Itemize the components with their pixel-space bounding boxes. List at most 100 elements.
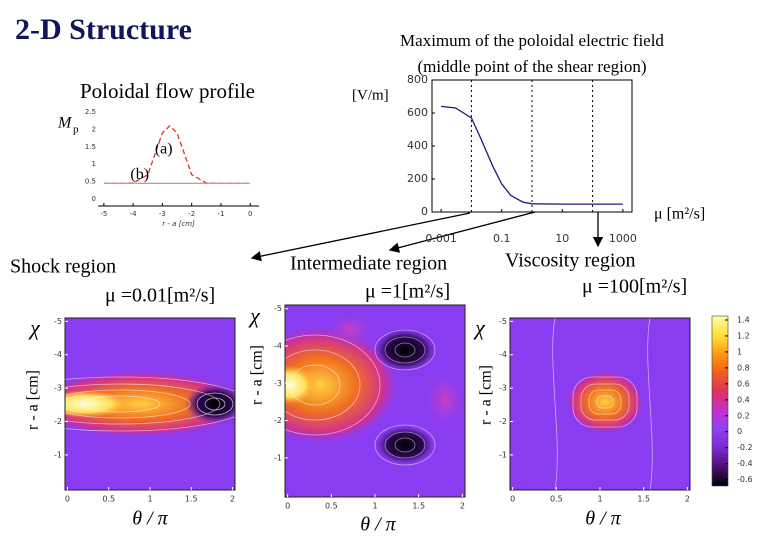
region-mu: μ =0.01[m²/s] bbox=[105, 285, 215, 307]
y-tick-label: -4 bbox=[54, 350, 62, 359]
colorbar-tick-label: 1.4 bbox=[737, 315, 750, 324]
y-tick-label: -2 bbox=[499, 417, 507, 426]
contour bbox=[285, 334, 381, 436]
colorbar-tick-label: 0 bbox=[737, 427, 742, 436]
y-tick-label: -5 bbox=[274, 304, 282, 313]
y-tick-label: 0 bbox=[421, 205, 428, 218]
x-tick-label: 0.001 bbox=[425, 232, 457, 245]
contour bbox=[394, 342, 416, 358]
y-tick-label: -1 bbox=[499, 450, 507, 459]
contour bbox=[196, 392, 234, 416]
y-label: r - a [cm] bbox=[478, 365, 495, 425]
y-label-sub: p bbox=[73, 124, 79, 136]
y-tick-label: -2 bbox=[54, 417, 62, 426]
x-label: θ / π bbox=[132, 508, 168, 530]
x-tick-label: 0 bbox=[510, 495, 515, 504]
x-tick-label: 0.1 bbox=[493, 232, 511, 245]
region-mu: μ =1[m²/s] bbox=[365, 281, 450, 303]
x-tick-label: 0 bbox=[248, 210, 252, 218]
contour bbox=[572, 376, 638, 428]
colorbar bbox=[711, 315, 729, 487]
contour bbox=[289, 364, 341, 406]
y-tick-label: -2 bbox=[274, 416, 282, 425]
x-tick-label: 2 bbox=[685, 495, 690, 504]
x-tick-label: 2 bbox=[460, 502, 465, 511]
heatmap bbox=[285, 305, 465, 497]
colorbar-tick-label: 1 bbox=[737, 347, 742, 356]
y-tick-label: -3 bbox=[499, 384, 507, 393]
x-tick-label: -2 bbox=[188, 210, 195, 218]
contour bbox=[552, 318, 558, 490]
y-tick-label: -3 bbox=[274, 379, 282, 388]
y-tick-label: 0 bbox=[92, 195, 96, 203]
chart-subtitle: (middle point of the shear region) bbox=[418, 57, 647, 76]
x-tick-label: 1.5 bbox=[185, 495, 198, 504]
field-blob bbox=[285, 325, 400, 445]
x-tick-label: -5 bbox=[100, 210, 107, 218]
contour bbox=[79, 395, 161, 413]
y-tick-label: 400 bbox=[407, 139, 428, 152]
x-label: θ / π bbox=[585, 508, 621, 530]
x-tick-label: 1 bbox=[597, 495, 602, 504]
colorbar-tick-label: -0.6 bbox=[737, 475, 753, 484]
x-tick-label: -3 bbox=[159, 210, 166, 218]
y-tick-label: -4 bbox=[274, 342, 282, 351]
y-label: [V/m] bbox=[352, 87, 389, 103]
field-blob bbox=[375, 425, 435, 465]
curve-label: (a) bbox=[155, 141, 173, 158]
contour bbox=[588, 389, 622, 415]
x-tick-label: 10 bbox=[555, 232, 569, 245]
contour bbox=[374, 424, 436, 466]
y-tick-label: 800 bbox=[407, 73, 428, 86]
y-tick-label: -3 bbox=[54, 384, 62, 393]
x-tick-label: 0.5 bbox=[102, 495, 115, 504]
contour bbox=[384, 336, 426, 364]
data-line bbox=[103, 124, 251, 185]
curve-label: (b) bbox=[130, 166, 149, 183]
y-symbol: χ bbox=[473, 315, 486, 340]
y-label: r - a [cm] bbox=[249, 345, 266, 405]
heatmap bbox=[510, 318, 690, 490]
x-label: μ [m²/s] bbox=[654, 206, 705, 223]
plot-frame bbox=[97, 104, 260, 207]
y-tick-label: 0.5 bbox=[85, 178, 96, 186]
x-tick-label: 1 bbox=[372, 502, 377, 511]
x-tick-label: 0 bbox=[285, 502, 290, 511]
contour bbox=[65, 389, 191, 419]
colorbar-tick-label: 1.2 bbox=[737, 331, 750, 340]
x-tick-label: 1 bbox=[147, 495, 152, 504]
y-tick-label: -1 bbox=[274, 453, 282, 462]
colorbar-tick-label: -0.2 bbox=[737, 443, 753, 452]
y-tick-label: 2 bbox=[92, 125, 96, 133]
arrows bbox=[250, 211, 604, 262]
x-tick-label: 1.5 bbox=[637, 495, 650, 504]
x-label: r - a [cm] bbox=[162, 220, 195, 228]
y-tick-label: 1 bbox=[92, 160, 96, 168]
y-tick-label: 600 bbox=[407, 106, 428, 119]
y-symbol: χ bbox=[28, 315, 41, 340]
field-blob bbox=[285, 365, 315, 405]
region-name: Intermediate region bbox=[290, 253, 447, 275]
contour bbox=[596, 395, 614, 409]
contour bbox=[204, 397, 226, 411]
field-blob bbox=[565, 370, 645, 434]
x-tick-label: 0.5 bbox=[325, 502, 338, 511]
colorbar-tick-label: 0.6 bbox=[737, 379, 750, 388]
data-line bbox=[441, 105, 623, 205]
colorbar-tick-label: 0.8 bbox=[737, 363, 750, 372]
contour bbox=[374, 329, 436, 371]
contour bbox=[285, 349, 361, 421]
y-tick-label: -4 bbox=[499, 350, 507, 359]
field-blob bbox=[373, 328, 437, 372]
field-blob bbox=[325, 312, 375, 348]
x-tick-label: 2 bbox=[230, 495, 235, 504]
x-tick-label: -4 bbox=[130, 210, 138, 218]
contour bbox=[647, 318, 653, 490]
field-blob bbox=[185, 384, 235, 424]
x-tick-label: -1 bbox=[217, 210, 224, 218]
x-tick-label: 1000 bbox=[609, 232, 637, 245]
contour bbox=[65, 376, 235, 432]
y-tick-label: -5 bbox=[54, 317, 62, 326]
y-label: r - a [cm] bbox=[25, 370, 42, 430]
x-tick-label: 0.5 bbox=[550, 495, 563, 504]
